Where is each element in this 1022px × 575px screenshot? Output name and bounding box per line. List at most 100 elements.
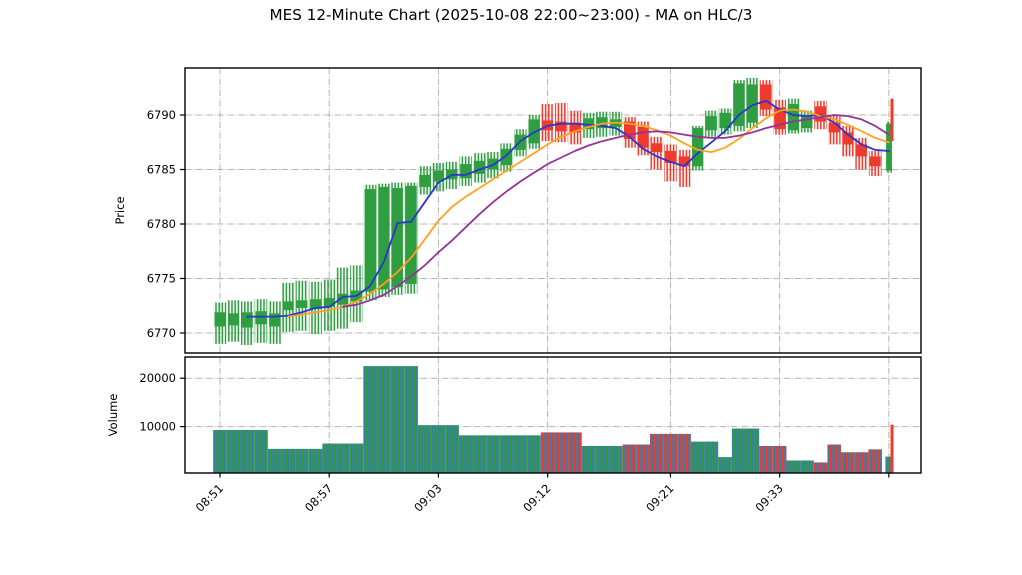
- candle-body: [528, 119, 540, 144]
- volume-bar: [868, 449, 883, 473]
- candle-body: [419, 174, 431, 187]
- chart-title: MES 12-Minute Chart (2025-10-08 22:00~23…: [270, 6, 753, 24]
- volume-bar: [431, 425, 446, 473]
- volume-bar: [677, 433, 691, 473]
- candle-body: [828, 122, 840, 133]
- volume-bar: [581, 445, 596, 473]
- volume-bar: [649, 433, 664, 473]
- volume-panel-border: [184, 356, 922, 474]
- candle-body: [378, 186, 390, 290]
- candle-body: [296, 300, 308, 308]
- candle-body: [760, 84, 772, 110]
- price-tick-label: 6780: [147, 217, 176, 231]
- volume-bar: [513, 435, 528, 473]
- volume-bar: [568, 432, 582, 473]
- volume-bar: [240, 429, 255, 473]
- volume-bar: [458, 435, 473, 473]
- volume-bar: [336, 443, 350, 473]
- volume-axis-label: Volume: [106, 394, 120, 437]
- volume-bar: [622, 444, 637, 473]
- volume-bar: [308, 448, 323, 473]
- volume-bars-layer: [213, 366, 894, 473]
- candle-body: [569, 122, 581, 133]
- volume-bar: [417, 425, 432, 473]
- x-tick-label: 09:21: [643, 481, 676, 514]
- volume-bar: [786, 460, 801, 473]
- volume-bar: [885, 456, 893, 473]
- moving-average-lines-layer: [246, 99, 890, 318]
- candle-body: [391, 188, 403, 288]
- volume-tick-label: 20000: [139, 371, 176, 385]
- candle-body: [637, 126, 649, 148]
- price-tick-label: 6790: [147, 108, 176, 122]
- volume-bar: [595, 445, 610, 473]
- candle-body: [651, 143, 663, 153]
- candle-body: [228, 313, 240, 326]
- candle-body: [692, 128, 704, 167]
- candle-body: [624, 121, 635, 139]
- volume-bar: [363, 366, 377, 473]
- candle-body: [719, 112, 731, 129]
- price-axis-label: Price: [113, 196, 127, 224]
- candle-body: [678, 156, 690, 167]
- forming-bar-volume: [890, 424, 894, 473]
- x-tick-label: 09:03: [411, 481, 444, 514]
- candle-body: [214, 312, 226, 327]
- candle-body: [310, 299, 322, 310]
- volume-bar: [841, 452, 855, 473]
- candle-body: [801, 116, 813, 129]
- volume-bar: [827, 444, 842, 473]
- candle-body: [733, 83, 745, 126]
- volume-bar: [527, 435, 541, 473]
- candle-body: [460, 164, 472, 179]
- volume-bar: [349, 443, 364, 473]
- candle-body: [364, 189, 376, 292]
- candle-body: [255, 311, 267, 325]
- candle-body: [269, 313, 281, 327]
- ma-line-mid: [287, 108, 890, 318]
- candle-body: [787, 104, 799, 131]
- volume-bar: [267, 448, 282, 473]
- volume-bar: [554, 432, 569, 473]
- forming-bar-range: [890, 98, 894, 142]
- candle-body: [869, 156, 881, 167]
- volume-bar: [486, 435, 500, 473]
- volume-bar: [281, 448, 296, 473]
- candle-body: [282, 301, 294, 311]
- x-tick-label: 08:51: [193, 481, 226, 514]
- volume-bar: [854, 452, 869, 473]
- candle-body: [473, 160, 485, 174]
- candle-body: [815, 106, 827, 122]
- candle-body: [856, 144, 868, 157]
- candle-body: [501, 148, 513, 166]
- volume-bar: [745, 428, 760, 473]
- volume-bar: [759, 445, 773, 473]
- candle-range-hatch: [677, 149, 691, 187]
- candle-body: [664, 150, 676, 163]
- volume-bar: [609, 445, 623, 473]
- volume-bar: [226, 429, 241, 473]
- volume-bar: [704, 441, 719, 473]
- price-tick-label: 6785: [147, 163, 176, 177]
- candle-body: [774, 107, 786, 130]
- candle-body: [842, 132, 854, 145]
- candle-body: [583, 118, 595, 130]
- volume-bar: [690, 441, 705, 473]
- price-tick-label: 6775: [147, 272, 176, 286]
- volume-bar: [390, 366, 405, 473]
- candle-body: [555, 121, 567, 132]
- volume-bar: [213, 429, 227, 473]
- volume-tick-label: 10000: [139, 420, 176, 434]
- candle-body: [705, 116, 717, 131]
- candle-body: [432, 170, 444, 182]
- volume-bar: [499, 435, 514, 473]
- volume-bar: [322, 443, 337, 473]
- volume-bar: [404, 366, 418, 473]
- volume-bar: [472, 435, 487, 473]
- x-tick-label: 09:12: [520, 481, 553, 514]
- volume-bar: [663, 433, 678, 473]
- candle-body: [596, 117, 608, 129]
- candle-body: [337, 293, 349, 305]
- volume-bar: [813, 462, 828, 473]
